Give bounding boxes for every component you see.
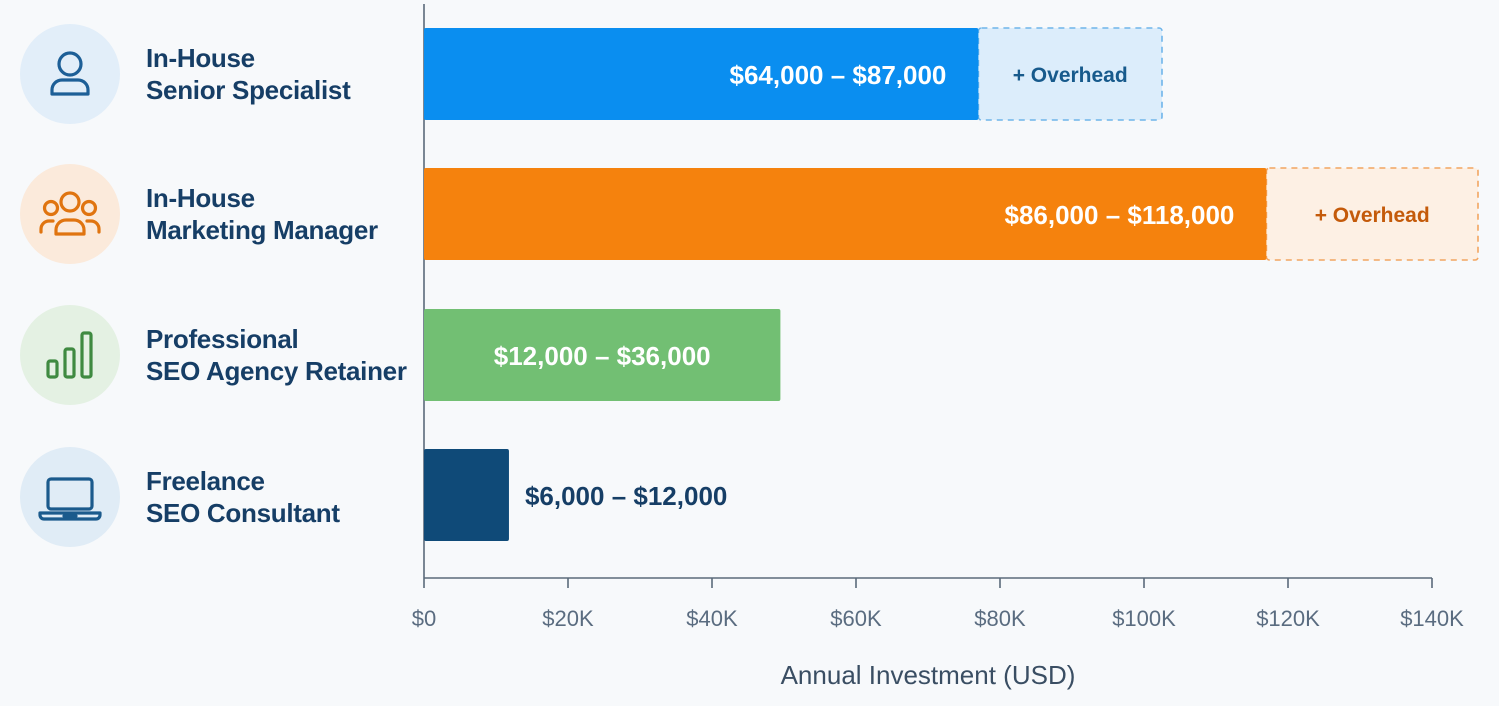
laptop-icon: [20, 447, 120, 547]
category-label-line: SEO Agency Retainer: [146, 356, 407, 386]
x-tick-label: $60K: [830, 606, 882, 631]
category-label: Freelance SEO Consultant: [146, 465, 340, 529]
category-label-line: Senior Specialist: [146, 75, 351, 105]
category-label-line: Freelance: [146, 466, 265, 496]
category-label: In-House Marketing Manager: [146, 182, 378, 246]
bar-value-label: $86,000 – $118,000: [1004, 200, 1234, 230]
x-tick-label: $120K: [1256, 606, 1320, 631]
bar: [424, 449, 509, 541]
x-tick-label: $40K: [686, 606, 738, 631]
category-label-line: In-House: [146, 183, 255, 213]
bar: [424, 28, 979, 120]
category-label-row: In-House Marketing Manager: [20, 164, 420, 264]
x-tick-label: $0: [412, 606, 436, 631]
bar-chart-icon: [20, 305, 120, 405]
team-icon: [20, 164, 120, 264]
x-axis-title: Annual Investment (USD): [781, 660, 1076, 690]
category-label-line: In-House: [146, 43, 255, 73]
category-label: Professional SEO Agency Retainer: [146, 323, 407, 387]
category-label-line: SEO Consultant: [146, 498, 340, 528]
bar-value-label: $64,000 – $87,000: [730, 60, 947, 90]
category-label-row: Professional SEO Agency Retainer: [20, 305, 420, 405]
category-label-row: In-House Senior Specialist: [20, 24, 420, 124]
bar-value-label: $12,000 – $36,000: [494, 341, 711, 371]
category-label-line: Professional: [146, 324, 299, 354]
x-tick-label: $80K: [974, 606, 1026, 631]
x-tick-label: $100K: [1112, 606, 1176, 631]
category-label-row: Freelance SEO Consultant: [20, 447, 420, 547]
category-label: In-House Senior Specialist: [146, 42, 351, 106]
x-tick-label: $20K: [542, 606, 594, 631]
x-tick-label: $140K: [1400, 606, 1464, 631]
category-label-line: Marketing Manager: [146, 215, 378, 245]
overhead-label: + Overhead: [1013, 64, 1128, 87]
person-icon: [20, 24, 120, 124]
bar: [424, 168, 1267, 260]
overhead-label: + Overhead: [1315, 204, 1430, 227]
bar: [424, 309, 781, 401]
bar-value-label: $6,000 – $12,000: [525, 481, 727, 511]
